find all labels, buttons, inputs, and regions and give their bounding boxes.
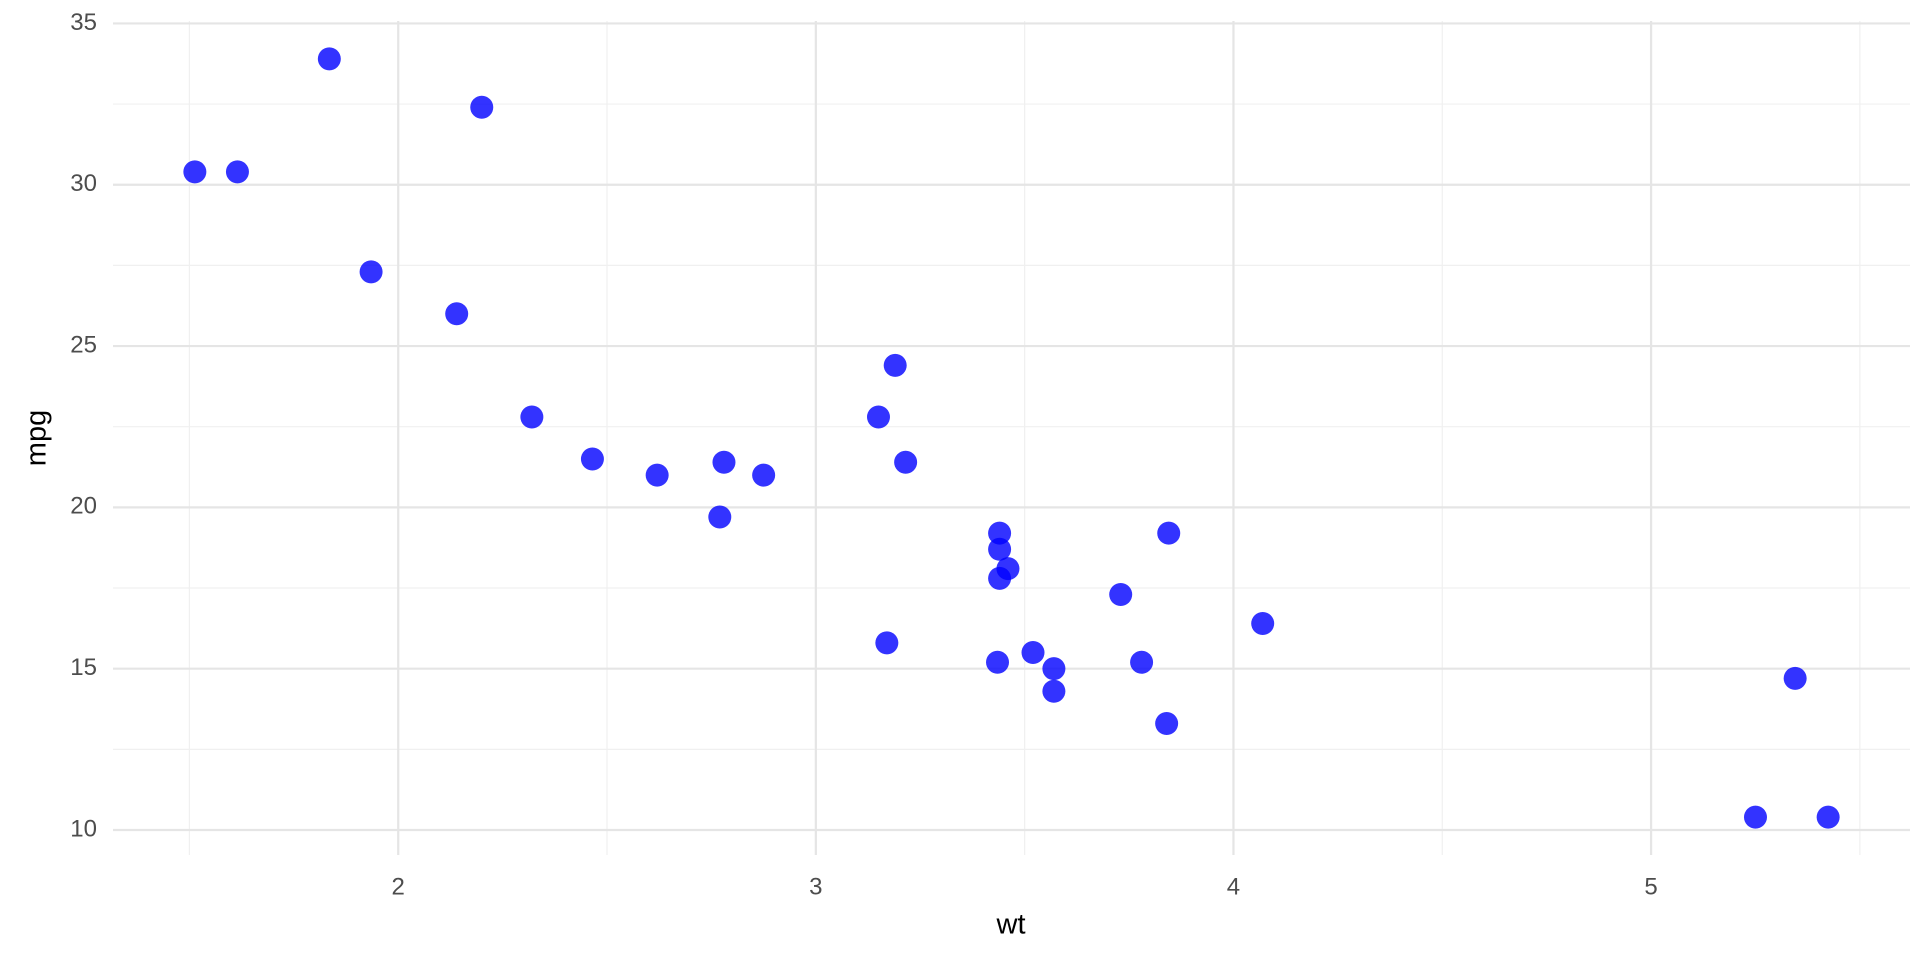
- point: [183, 160, 207, 184]
- x-tick-label: 4: [1227, 873, 1240, 900]
- point: [988, 521, 1012, 545]
- y-tick-label: 35: [70, 9, 97, 36]
- point: [1042, 679, 1066, 703]
- x-tick-label: 3: [809, 873, 822, 900]
- point: [317, 47, 341, 71]
- point: [866, 405, 890, 429]
- x-tick-label: 2: [392, 873, 405, 900]
- point: [752, 463, 776, 487]
- y-tick-label: 10: [70, 815, 97, 842]
- point: [520, 405, 544, 429]
- point: [883, 353, 907, 377]
- point: [580, 447, 604, 471]
- point: [1816, 805, 1840, 829]
- point: [1251, 612, 1275, 636]
- point: [894, 450, 918, 474]
- point: [445, 302, 469, 326]
- point: [708, 505, 732, 529]
- point: [645, 463, 669, 487]
- y-axis-title: mpg: [21, 410, 53, 466]
- y-tick-label: 30: [70, 170, 97, 197]
- point: [988, 537, 1012, 561]
- point: [1155, 712, 1179, 736]
- point: [1042, 657, 1066, 681]
- y-tick-label: 25: [70, 331, 97, 358]
- point: [1783, 666, 1807, 690]
- point: [986, 650, 1010, 674]
- point: [712, 450, 736, 474]
- point: [1109, 582, 1133, 606]
- point: [359, 260, 383, 284]
- point: [1743, 805, 1767, 829]
- x-tick-label: 5: [1644, 873, 1657, 900]
- x-axis-title: wt: [996, 909, 1026, 941]
- point: [1021, 641, 1045, 665]
- y-tick-label: 20: [70, 493, 97, 520]
- point: [1130, 650, 1154, 674]
- y-tick-label: 15: [70, 654, 97, 681]
- point: [875, 631, 899, 655]
- point: [470, 95, 494, 119]
- point: [988, 566, 1012, 590]
- point: [1157, 521, 1181, 545]
- point: [225, 160, 249, 184]
